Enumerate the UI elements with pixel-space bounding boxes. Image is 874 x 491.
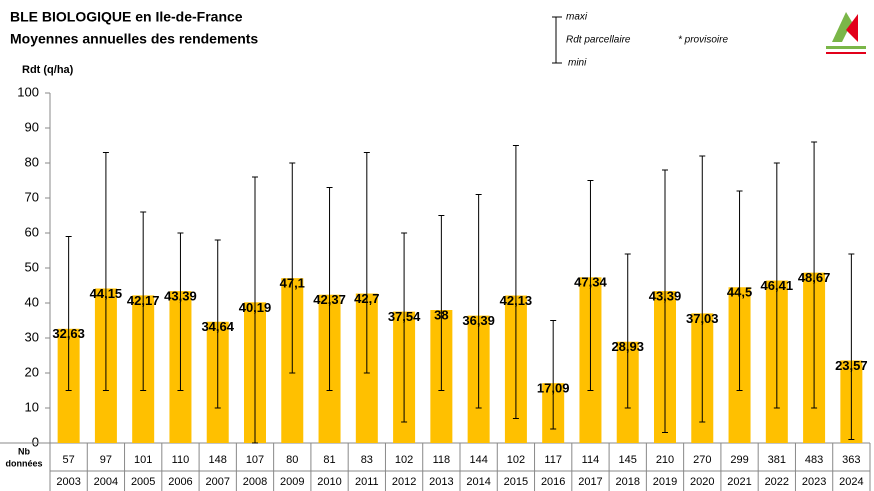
data-label: 38 bbox=[434, 307, 448, 322]
x-tick-label: 2012 bbox=[392, 476, 416, 488]
x-tick-label: 2020 bbox=[690, 476, 714, 488]
count: 114 bbox=[582, 454, 600, 466]
y-tick-label: 80 bbox=[25, 154, 39, 169]
count: 101 bbox=[134, 454, 152, 466]
data-label: 43,39 bbox=[649, 289, 682, 304]
count: 299 bbox=[730, 454, 748, 466]
count: 483 bbox=[805, 454, 823, 466]
data-label: 43,39 bbox=[164, 289, 197, 304]
legend-max: maxi bbox=[566, 12, 588, 23]
count: 117 bbox=[544, 454, 562, 466]
x-tick-label: 2017 bbox=[578, 476, 602, 488]
data-label: 28,93 bbox=[611, 339, 644, 354]
chart-subtitle: Moyennes annuelles des rendements bbox=[10, 31, 258, 47]
x-tick-label: 2018 bbox=[615, 476, 639, 488]
x-tick-label: 2003 bbox=[56, 476, 80, 488]
counts-label: Nb bbox=[18, 446, 30, 456]
logo-shape bbox=[846, 14, 858, 42]
x-tick-label: 2021 bbox=[727, 476, 751, 488]
data-label: 47,34 bbox=[574, 275, 607, 290]
x-tick-label: 2011 bbox=[355, 476, 379, 488]
x-tick-label: 2009 bbox=[280, 476, 304, 488]
count: 80 bbox=[286, 454, 298, 466]
x-tick-label: 2023 bbox=[802, 476, 826, 488]
y-tick-label: 30 bbox=[25, 329, 39, 344]
y-tick-label: 20 bbox=[25, 364, 39, 379]
data-label: 36,39 bbox=[462, 313, 495, 328]
x-tick-label: 2014 bbox=[466, 476, 490, 488]
note: * provisoire bbox=[678, 35, 728, 46]
data-label: 40,19 bbox=[239, 300, 272, 315]
count: 381 bbox=[768, 454, 786, 466]
y-tick-label: 10 bbox=[25, 399, 39, 414]
legend-mid: Rdt parcellaire bbox=[566, 35, 631, 46]
data-label: 32,63 bbox=[52, 326, 85, 341]
y-tick-label: 60 bbox=[25, 224, 39, 239]
x-tick-label: 2016 bbox=[541, 476, 565, 488]
data-label: 48,67 bbox=[798, 270, 831, 285]
count: 270 bbox=[693, 454, 711, 466]
data-label: 37,54 bbox=[388, 309, 421, 324]
logo-shape bbox=[832, 12, 852, 42]
data-label: 42,17 bbox=[127, 293, 160, 308]
count: 102 bbox=[395, 454, 413, 466]
legend-min: mini bbox=[568, 58, 587, 69]
data-label: 17,09 bbox=[537, 381, 570, 396]
count: 81 bbox=[323, 454, 335, 466]
x-tick-label: 2010 bbox=[317, 476, 341, 488]
logo-bar bbox=[826, 46, 866, 49]
logo bbox=[826, 12, 866, 54]
y-axis-label: Rdt (q/ha) bbox=[22, 64, 74, 76]
data-label: 23,57 bbox=[835, 358, 868, 373]
count: 118 bbox=[433, 454, 451, 466]
count: 210 bbox=[656, 454, 674, 466]
count: 110 bbox=[172, 454, 190, 466]
count: 97 bbox=[100, 454, 112, 466]
y-tick-label: 70 bbox=[25, 189, 39, 204]
count: 107 bbox=[246, 454, 264, 466]
x-tick-label: 2013 bbox=[429, 476, 453, 488]
x-tick-label: 2015 bbox=[504, 476, 528, 488]
data-label: 44,5 bbox=[727, 285, 752, 300]
x-tick-label: 2008 bbox=[243, 476, 267, 488]
count: 144 bbox=[469, 454, 487, 466]
data-label: 46,41 bbox=[761, 278, 794, 293]
x-tick-label: 2024 bbox=[839, 476, 863, 488]
counts-label: données bbox=[5, 458, 42, 468]
data-label: 42,37 bbox=[313, 292, 346, 307]
chart-title: BLE BIOLOGIQUE en Ile-de-France bbox=[10, 9, 243, 25]
x-tick-label: 2007 bbox=[205, 476, 229, 488]
count: 57 bbox=[63, 454, 75, 466]
data-label: 47,1 bbox=[280, 276, 305, 291]
x-tick-label: 2022 bbox=[765, 476, 789, 488]
count: 83 bbox=[361, 454, 373, 466]
data-label: 44,15 bbox=[90, 286, 123, 301]
x-tick-label: 2005 bbox=[131, 476, 155, 488]
count: 102 bbox=[507, 454, 525, 466]
y-tick-label: 90 bbox=[25, 119, 39, 134]
y-tick-label: 100 bbox=[17, 84, 39, 99]
data-label: 42,13 bbox=[500, 293, 533, 308]
logo-bar bbox=[826, 52, 866, 54]
y-tick-label: 0 bbox=[32, 434, 39, 449]
y-tick-label: 50 bbox=[25, 259, 39, 274]
y-tick-label: 40 bbox=[25, 294, 39, 309]
count: 148 bbox=[209, 454, 227, 466]
data-label: 37,03 bbox=[686, 311, 719, 326]
legend: maxi Rdt parcellaire mini * provisoire bbox=[552, 12, 728, 69]
x-tick-label: 2006 bbox=[168, 476, 192, 488]
x-tick-label: 2019 bbox=[653, 476, 677, 488]
count: 363 bbox=[842, 454, 860, 466]
x-tick-label: 2004 bbox=[94, 476, 118, 488]
data-label: 34,64 bbox=[201, 319, 234, 334]
count: 145 bbox=[619, 454, 637, 466]
data-label: 42,7 bbox=[354, 291, 379, 306]
